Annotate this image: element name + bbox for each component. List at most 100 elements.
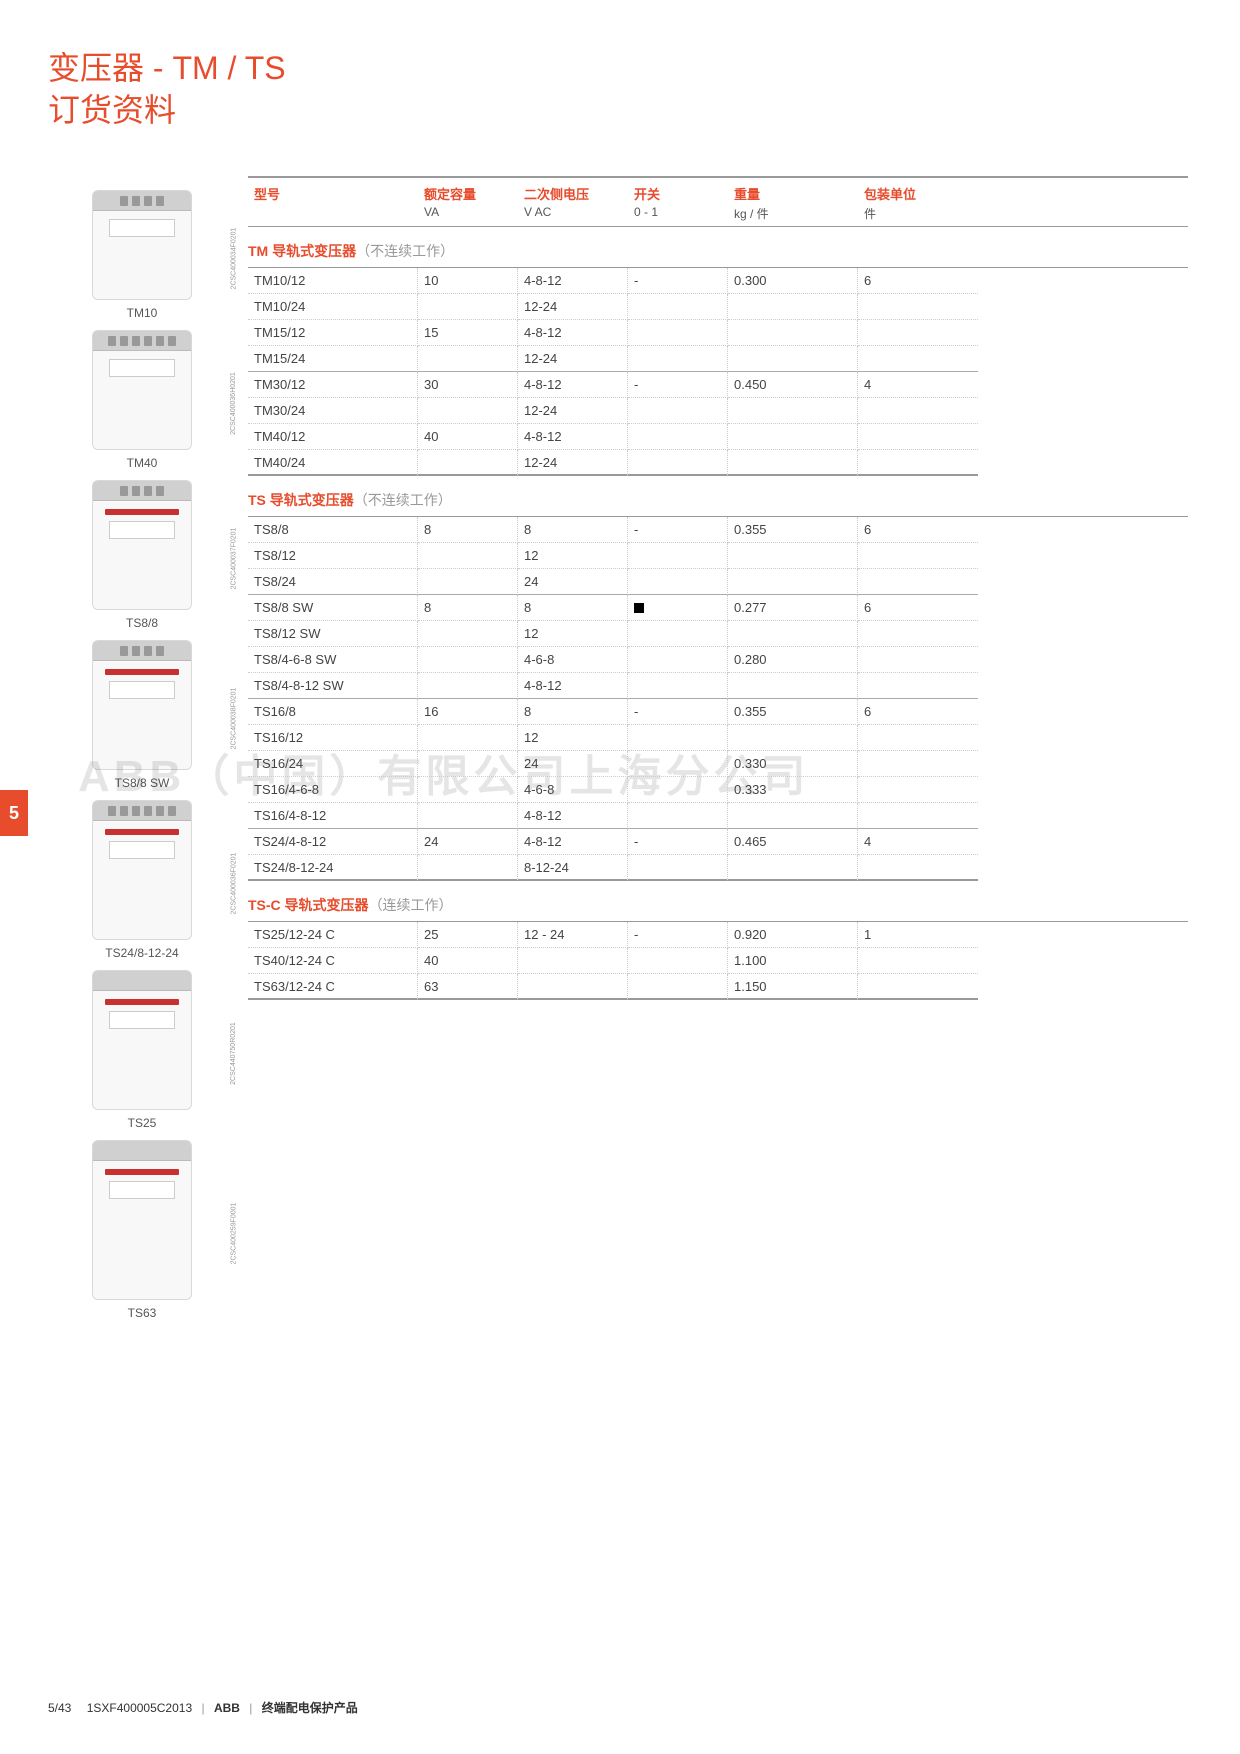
table-cell (858, 647, 978, 673)
table-cell (858, 751, 978, 777)
table-cell: - (628, 699, 728, 725)
table-cell (858, 803, 978, 829)
table-cell: 0.330 (728, 751, 858, 777)
table-row: TM40/12404-8-12 (248, 424, 1188, 450)
table-cell: 8 (418, 595, 518, 621)
table-cell (858, 621, 978, 647)
table-cell (628, 647, 728, 673)
title-line2: 订货资料 (48, 90, 286, 132)
table-cell: TS16/12 (248, 725, 418, 751)
table-cell: - (628, 517, 728, 543)
col-label: 额定容量 (424, 184, 512, 203)
product-caption: TM10 (72, 306, 212, 320)
table-cell: 24 (418, 829, 518, 855)
product-code: 2CSC400259F0001 (231, 1203, 238, 1265)
table-row: TS16/4-6-84-6-80.333 (248, 777, 1188, 803)
table-cell (858, 974, 978, 1000)
table-cell (858, 320, 978, 346)
table-cell (418, 569, 518, 595)
table-cell: TS8/4-6-8 SW (248, 647, 418, 673)
table-cell: TS16/4-6-8 (248, 777, 418, 803)
spec-table-area: 型号 额定容量 VA 二次侧电压 V AC 开关 0 - 1 重量 kg / 件… (248, 176, 1188, 1000)
table-cell: 12-24 (518, 346, 628, 372)
table-cell (728, 320, 858, 346)
table-row: TM15/2412-24 (248, 346, 1188, 372)
col-label: 包装单位 (864, 184, 972, 203)
table-cell (628, 595, 728, 621)
table-cell: 0.277 (728, 595, 858, 621)
table-cell: 40 (418, 424, 518, 450)
table-cell: TM30/12 (248, 372, 418, 398)
table-cell (628, 621, 728, 647)
table-cell (628, 346, 728, 372)
table-cell (628, 974, 728, 1000)
product-caption: TS63 (72, 1306, 212, 1320)
table-cell: 10 (418, 268, 518, 294)
table-cell: 12 - 24 (518, 922, 628, 948)
table-cell: 12-24 (518, 398, 628, 424)
col-header-model: 型号 (248, 178, 418, 226)
col-sub: 件 (864, 205, 972, 222)
table-row: TS40/12-24 C40 1.100 (248, 948, 1188, 974)
table-cell: 6 (858, 517, 978, 543)
table-cell (858, 777, 978, 803)
table-cell: 4 (858, 372, 978, 398)
table-cell: 40 (418, 948, 518, 974)
table-cell: 4 (858, 829, 978, 855)
table-cell (418, 777, 518, 803)
table-cell (728, 543, 858, 569)
table-cell (858, 424, 978, 450)
table-row: TS8/8 SW880.2776 (248, 595, 1188, 621)
product-item: TM402CSC400036H0201 (72, 330, 212, 470)
table-cell (628, 569, 728, 595)
separator: | (249, 1701, 252, 1715)
table-cell: - (628, 922, 728, 948)
footer-page: 5/43 (48, 1701, 71, 1715)
table-cell (628, 543, 728, 569)
table-cell (728, 450, 858, 476)
table-cell (728, 621, 858, 647)
product-image (92, 640, 192, 770)
product-caption: TS24/8-12-24 (72, 946, 212, 960)
table-cell (628, 424, 728, 450)
product-code: 2CSC400034F0201 (231, 228, 238, 290)
table-cell (858, 855, 978, 881)
product-item: TM102CSC400034F0201 (72, 190, 212, 320)
table-row: TS8/4-8-12 SW4-8-12 (248, 673, 1188, 699)
product-item: TS8/8 SW2CSC400038F0201 (72, 640, 212, 790)
table-cell: TM40/24 (248, 450, 418, 476)
product-image-column: TM102CSC400034F0201TM402CSC400036H0201 TS… (72, 190, 212, 1320)
table-cell: TS8/8 (248, 517, 418, 543)
table-cell (628, 320, 728, 346)
table-cell (418, 855, 518, 881)
product-image (92, 330, 192, 450)
table-cell: TM30/24 (248, 398, 418, 424)
table-cell: TS40/12-24 C (248, 948, 418, 974)
table-cell (518, 974, 628, 1000)
table-cell: 12 (518, 621, 628, 647)
table-cell: 4-8-12 (518, 829, 628, 855)
product-image (92, 1140, 192, 1300)
table-row: TS16/4-8-124-8-12 (248, 803, 1188, 829)
table-cell: 25 (418, 922, 518, 948)
table-cell: TS8/12 (248, 543, 418, 569)
col-label: 开关 (634, 184, 722, 203)
table-cell (418, 543, 518, 569)
table-cell: 4-6-8 (518, 647, 628, 673)
table-cell: 4-8-12 (518, 803, 628, 829)
table-cell (858, 948, 978, 974)
col-sub: V AC (524, 205, 622, 219)
table-cell: 6 (858, 595, 978, 621)
table-cell (728, 346, 858, 372)
table-cell: TS25/12-24 C (248, 922, 418, 948)
table-cell: 1.100 (728, 948, 858, 974)
footer-desc: 终端配电保护产品 (262, 1701, 358, 1715)
table-row: TM10/2412-24 (248, 294, 1188, 320)
product-code: 2CSC400036F0201 (231, 853, 238, 915)
table-cell (628, 803, 728, 829)
table-row: TS8/4-6-8 SW4-6-80.280 (248, 647, 1188, 673)
table-row: TM15/12154-8-12 (248, 320, 1188, 346)
page-tab: 5 (0, 790, 28, 836)
table-cell (418, 450, 518, 476)
table-cell (728, 673, 858, 699)
